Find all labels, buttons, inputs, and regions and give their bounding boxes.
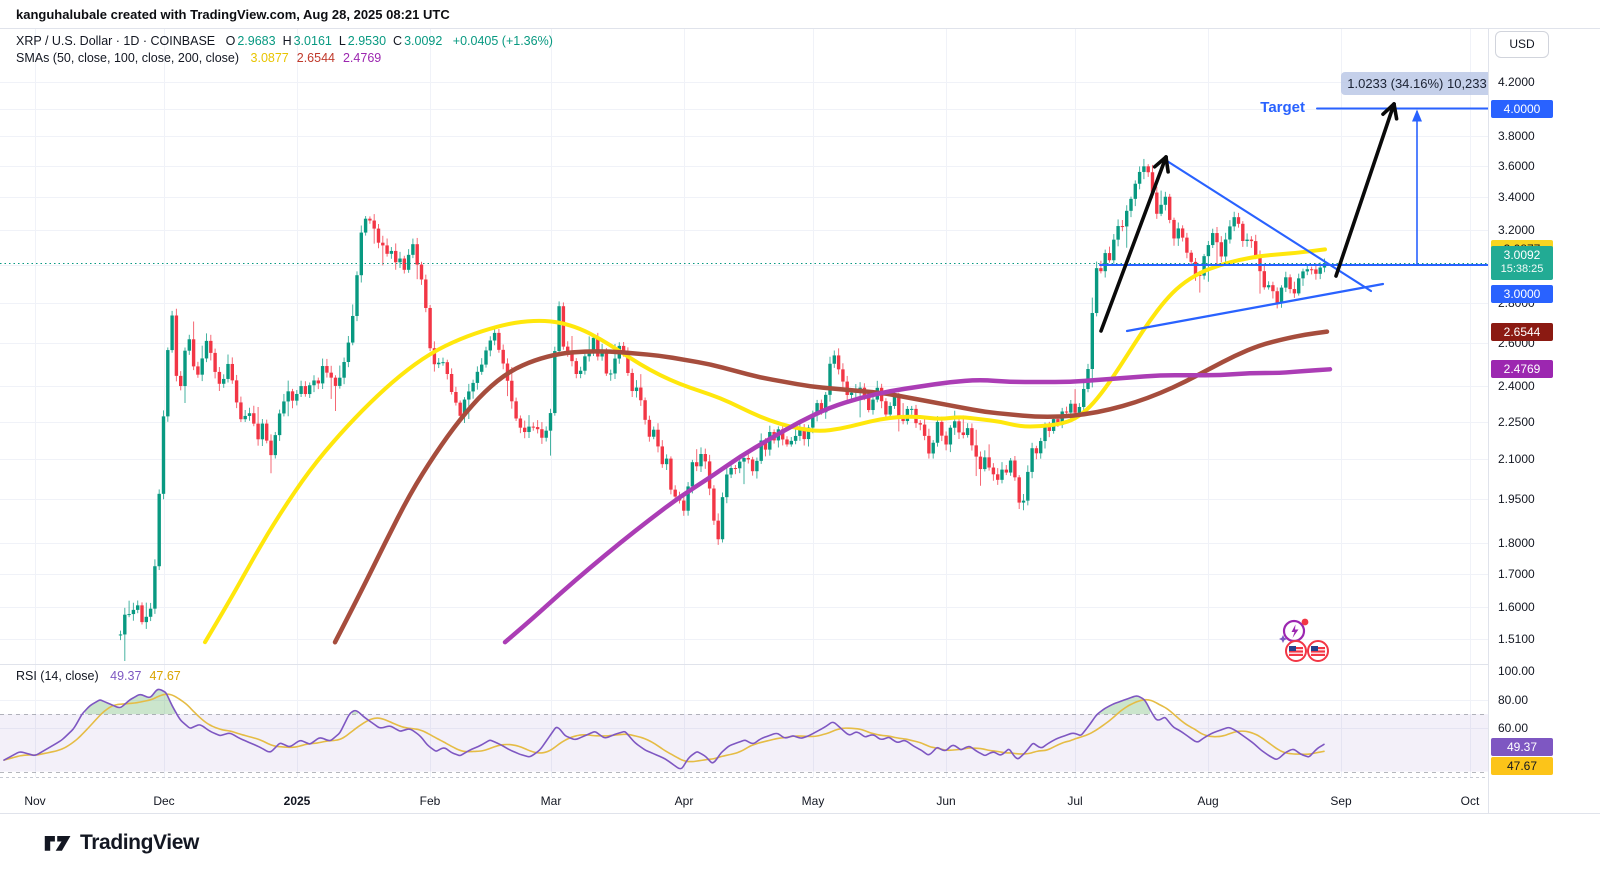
attribution-text: kanguhalubale created with TradingView.c… [16, 7, 450, 22]
price-tick-label: 3.2000 [1498, 222, 1535, 237]
symbol-title[interactable]: XRP / U.S. Dollar · 1D · COINBASE [16, 34, 216, 48]
ohlc-key: C [393, 34, 403, 48]
time-axis-label: Oct [1460, 794, 1480, 808]
time-axis-label: Apr [674, 794, 694, 808]
price-tick-label: 1.8000 [1498, 535, 1535, 550]
rsi-tick-label: 80.00 [1498, 692, 1529, 707]
price-tick-label: 1.9500 [1498, 492, 1535, 507]
sma-value: 3.0877 [250, 51, 289, 65]
flag-badge-icon [1307, 640, 1329, 667]
price-tick-label: 1.5100 [1498, 631, 1535, 646]
sma-values: 3.0877 2.6544 2.4769 [243, 51, 382, 65]
flag-badge-icon [1285, 640, 1307, 667]
price-line-label: 4.0000 [1491, 99, 1553, 118]
chart-region[interactable]: XRP / U.S. Dollar · 1D · COINBASE O 2.968… [0, 28, 1600, 813]
rsi-value-label: 49.37 [1491, 737, 1553, 756]
tradingview-wordmark: TradingView [80, 831, 199, 854]
rsi-value: 47.67 [149, 669, 181, 683]
rsi-value: 49.37 [110, 669, 142, 683]
price-line-label: 3.0000 [1491, 285, 1553, 304]
time-axis-label: Feb [419, 794, 441, 808]
time-axis-label: Jul [1067, 794, 1083, 808]
time-axis-label: Sep [1330, 794, 1352, 808]
target-annotation-text: Target [1260, 99, 1305, 116]
ohlc-key: L [338, 34, 346, 48]
time-axis-label: Aug [1197, 794, 1219, 808]
attribution-bar: kanguhalubale created with TradingView.c… [0, 0, 1600, 29]
change-value: +0.0405 (+1.36%) [452, 34, 553, 48]
time-axis-label: Nov [24, 794, 46, 808]
last-price-label: 3.0092 15:38:25 [1491, 246, 1553, 281]
sma-value: 2.4769 [342, 51, 382, 65]
ohlc-values: O 2.9683 H 3.0161 L 2.9530 C 3.0092 [219, 34, 443, 48]
price-tick-label: 1.7000 [1498, 567, 1535, 582]
rsi-tick-label: 100.00 [1498, 664, 1535, 678]
time-axis-label: 2025 [283, 794, 311, 808]
ohlc-value: 2.9530 [347, 34, 387, 48]
price-tick-label: 2.2500 [1498, 414, 1535, 429]
time-axis-label: Dec [153, 794, 175, 808]
price-tick-label: 3.6000 [1498, 158, 1535, 173]
tradingview-logo[interactable]: TradingView [44, 831, 199, 855]
rsi-value-label: 47.67 [1491, 757, 1553, 776]
tradingview-mark-icon [44, 836, 71, 851]
price-tick-label: 3.4000 [1498, 189, 1535, 204]
price-chart-canvas[interactable] [0, 28, 1600, 813]
time-axis-label: Jun [936, 794, 956, 808]
ohlc-value: 2.9683 [237, 34, 276, 48]
price-tick-label: 4.2000 [1498, 74, 1535, 89]
rsi-legend-label[interactable]: RSI (14, close) [16, 669, 99, 683]
price-range-measure-label: 1.0233 (34.16%) 10,233 [1341, 72, 1493, 95]
price-tick-label: 1.6000 [1498, 600, 1535, 615]
currency-toggle-button[interactable]: USD [1495, 31, 1549, 58]
price-tick-label: 2.1000 [1498, 452, 1535, 467]
price-line-label: 2.6544 [1491, 322, 1553, 341]
price-scale[interactable]: USD 4.20003.80003.60003.40003.20002.8000… [1488, 28, 1600, 813]
sma-legend-label[interactable]: SMAs (50, close, 100, close, 200, close) [16, 51, 240, 65]
ohlc-value: 3.0092 [404, 34, 443, 48]
ohlc-value: 3.0161 [293, 34, 332, 48]
time-axis-label: May [801, 794, 825, 808]
rsi-legend[interactable]: RSI (14, close) 49.37 47.67 [16, 669, 181, 683]
sma-legend[interactable]: SMAs (50, close, 100, close, 200, close)… [16, 51, 381, 65]
price-tick-label: 3.8000 [1498, 129, 1535, 144]
ohlc-key: H [282, 34, 292, 48]
price-line-label: 2.4769 [1491, 360, 1553, 379]
rsi-values: 49.37 47.67 [102, 669, 181, 683]
rsi-tick-label: 60.00 [1498, 721, 1529, 736]
footer-bar: TradingView [0, 813, 1600, 874]
sma-value: 2.6544 [296, 51, 335, 65]
ohlc-key: O [225, 34, 236, 48]
price-tick-label: 2.4000 [1498, 379, 1535, 394]
time-axis-label: Mar [540, 794, 562, 808]
symbol-legend[interactable]: XRP / U.S. Dollar · 1D · COINBASE O 2.968… [16, 34, 553, 48]
